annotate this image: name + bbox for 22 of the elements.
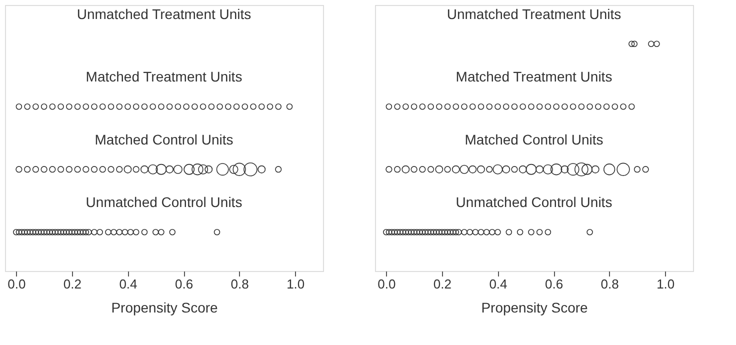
y-tick-label: Unmatched Control Units (86, 194, 242, 210)
y-tick-label: Matched Treatment Units (456, 68, 612, 85)
y-tick-label: Unmatched Treatment Units (446, 6, 622, 22)
x-tick-label: 0.2 (63, 276, 82, 292)
y-tick-label: Unmatched Treatment Units (76, 6, 252, 22)
x-tick-label: 0.4 (119, 276, 138, 292)
y-tick-label: Matched Control Units (94, 131, 234, 148)
x-tick-label: 0.0 (378, 276, 396, 292)
x-axis-title: Propensity Score (481, 300, 588, 316)
y-tick-label: Unmatched Control Units (456, 194, 612, 210)
x-tick-label: 0.8 (600, 276, 619, 292)
x-tick-label: 0.0 (8, 276, 26, 292)
x-axis-title: Propensity Score (111, 300, 218, 316)
y-tick-label: Matched Treatment Units (86, 68, 242, 85)
x-tick-label: 0.2 (433, 276, 452, 292)
x-tick-label: 0.4 (489, 276, 508, 292)
x-tick-label: 1.0 (656, 276, 675, 292)
y-tick-label: Matched Control Units (464, 131, 604, 148)
x-tick-label: 0.8 (230, 276, 249, 292)
x-tick-label: 0.6 (174, 276, 194, 292)
x-tick-label: 0.6 (544, 276, 564, 292)
x-tick-label: 1.0 (286, 276, 305, 292)
